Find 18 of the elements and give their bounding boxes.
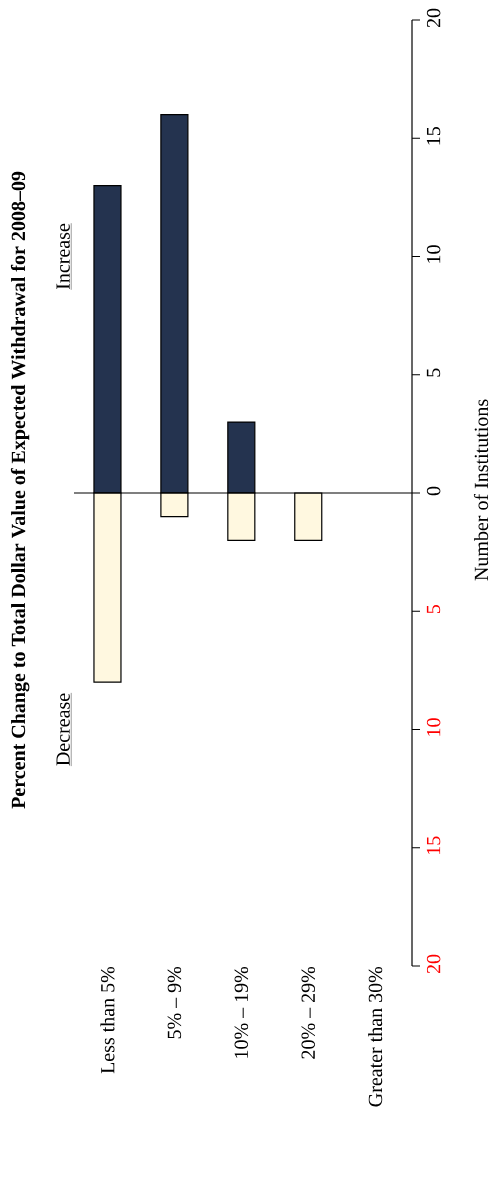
y-axis-title: Number of Institutions: [473, 399, 489, 581]
y-tick-label: 5: [426, 605, 441, 614]
y-tick-label: 20: [426, 8, 441, 28]
text: Percent Change to Total Dollar Value of Expected Withdrawal for 2008–09: [10, 171, 30, 809]
x-tick-label: Greater than 30%: [368, 966, 383, 1107]
x-tick-label: 5% – 9%: [167, 966, 182, 1039]
y-tick-label: 10: [426, 245, 441, 263]
y-tick-label: 15: [426, 127, 441, 145]
y-tick-label: 20: [426, 954, 441, 974]
y-tick-label: 5: [426, 368, 441, 377]
text: Decrease: [56, 693, 70, 766]
text: Increase: [56, 223, 70, 290]
x-tick-label: 20% – 29%: [301, 966, 316, 1059]
x-tick-label: 10% – 19%: [234, 966, 249, 1058]
y-tick-label: 10: [426, 718, 441, 736]
y-tick-label: 0: [426, 486, 441, 496]
y-tick-label: 15: [426, 836, 441, 854]
x-tick-label: Less than 5%: [100, 966, 115, 1074]
